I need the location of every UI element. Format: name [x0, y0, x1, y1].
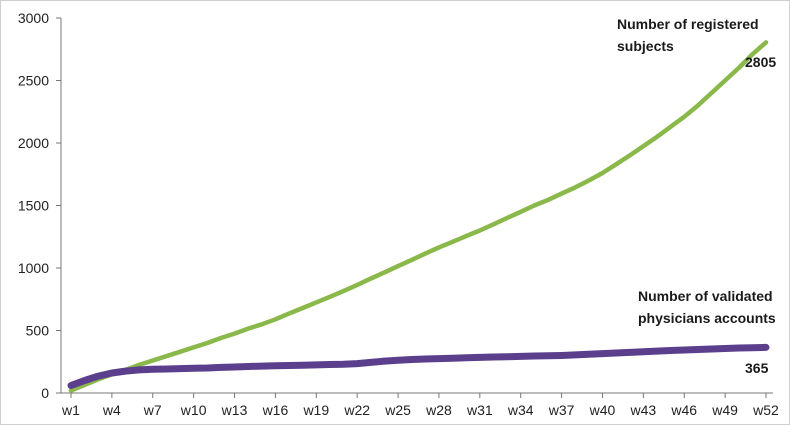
x-tick-label: w4 [102, 402, 121, 418]
physicians-series-label-line1: Number of validated [638, 288, 773, 304]
physicians-series-label-line2: physicians accounts [638, 310, 776, 326]
x-tick-label: w28 [425, 402, 452, 418]
series-layer [67, 40, 770, 393]
x-tick-label: w37 [548, 402, 575, 418]
registered-end-value: 2805 [745, 54, 776, 70]
x-tick-label: w10 [180, 402, 207, 418]
y-tick-label: 1000 [18, 260, 49, 276]
y-tick-label: 2500 [18, 73, 49, 89]
y-tick-label: 3000 [18, 10, 49, 26]
y-tick-label: 500 [26, 323, 50, 339]
x-tick-label: w16 [262, 402, 289, 418]
x-tick-label: w19 [302, 402, 329, 418]
x-axis-ticks: w1 w4 w7 w10 w13 w16 w19 w22 w25 w28 w31 w34 w37 w40 w… [61, 393, 779, 418]
x-tick-label: w46 [670, 402, 697, 418]
y-tick-label: 2000 [18, 135, 49, 151]
x-tick-label: w40 [589, 402, 616, 418]
y-axis-ticks: 0 500 1000 1500 2000 2500 3000 [18, 10, 61, 401]
x-tick-label: w13 [221, 402, 248, 418]
y-tick-label: 1500 [18, 198, 49, 214]
registered-subjects-line [68, 40, 769, 393]
x-tick-label: w7 [143, 402, 162, 418]
x-tick-label: w1 [61, 402, 80, 418]
x-tick-label: w22 [343, 402, 370, 418]
registered-series-label-line1: Number of registered [617, 16, 759, 32]
validated-physicians-line [67, 343, 770, 389]
registered-series-label-line2: subjects [617, 38, 674, 54]
physicians-end-value: 365 [745, 360, 769, 376]
x-tick-label: w31 [466, 402, 493, 418]
x-tick-label: w34 [507, 402, 534, 418]
y-tick-label: 0 [41, 385, 49, 401]
x-tick-label: w49 [711, 402, 738, 418]
x-tick-label: w52 [752, 402, 779, 418]
x-tick-label: w25 [384, 402, 411, 418]
x-tick-label: w43 [630, 402, 657, 418]
